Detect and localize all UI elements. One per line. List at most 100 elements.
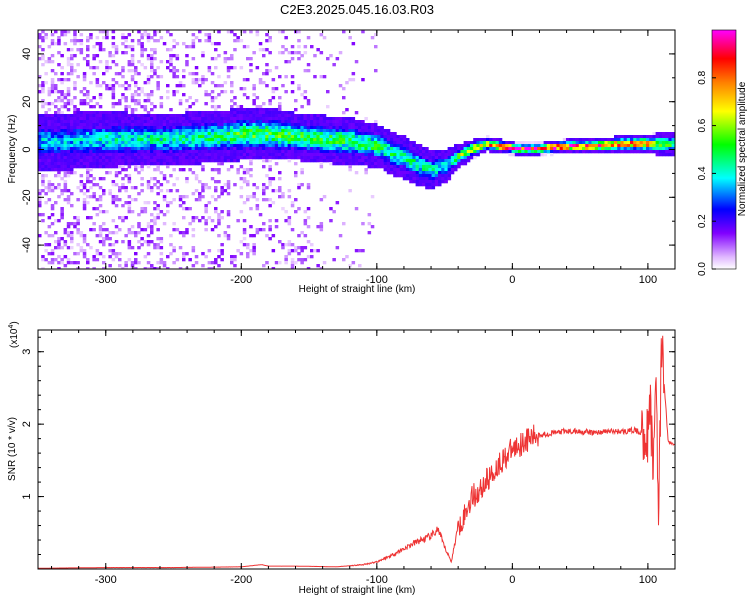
heatmap-cell <box>425 150 429 154</box>
heatmap-cell <box>306 159 311 163</box>
heatmap-cell <box>134 162 138 166</box>
heatmap-cell <box>572 141 576 145</box>
heatmap-cell <box>655 144 660 148</box>
heatmap-cell <box>57 171 61 175</box>
heatmap-cell <box>290 264 295 268</box>
heatmap-cell <box>294 249 298 253</box>
heatmap-cell <box>162 138 167 142</box>
heatmap-cell <box>598 144 602 148</box>
heatmap-cell <box>406 159 410 163</box>
heatmap-cell <box>102 192 106 196</box>
heatmap-cell <box>47 186 52 190</box>
heatmap-cell <box>354 60 359 64</box>
colorbar-label: Normalized spectral amplitude <box>737 81 748 216</box>
heatmap-cell <box>82 141 87 145</box>
heatmap-cell <box>386 168 391 172</box>
heatmap-cell <box>652 150 656 154</box>
heatmap-cell <box>310 45 314 49</box>
heatmap-cell <box>73 120 77 124</box>
heatmap-cell <box>191 81 196 85</box>
heatmap-cell <box>329 135 333 139</box>
heatmap-cell <box>226 75 231 79</box>
heatmap-cell <box>671 144 675 148</box>
heatmap-cell <box>111 129 116 133</box>
heatmap-cell <box>127 123 132 127</box>
heatmap-cell <box>265 72 269 76</box>
heatmap-cell <box>47 123 52 127</box>
heatmap-cell <box>86 171 90 175</box>
heatmap-cell <box>383 141 388 145</box>
heatmap-cell <box>47 138 52 142</box>
heatmap-cell <box>409 162 413 166</box>
heatmap-cell <box>50 87 55 91</box>
heatmap-cell <box>543 147 548 151</box>
heatmap-cell <box>316 153 320 157</box>
heatmap-cell <box>319 267 324 269</box>
heatmap-cell <box>582 147 586 151</box>
heatmap-cell <box>76 114 80 118</box>
heatmap-cell <box>252 234 256 238</box>
heatmap-cell <box>182 150 186 154</box>
heatmap-cell <box>374 135 378 139</box>
heatmap-cell <box>162 159 167 163</box>
heatmap-cell <box>242 231 247 235</box>
heatmap-cell <box>255 207 260 211</box>
heatmap-cell <box>431 168 436 172</box>
heatmap-cell <box>124 189 128 193</box>
heatmap-cell <box>57 51 61 55</box>
heatmap-cell <box>406 165 410 169</box>
heatmap-cell <box>540 147 544 151</box>
heatmap-cell <box>626 150 631 154</box>
heatmap-cell <box>130 261 135 265</box>
heatmap-cell <box>92 123 96 127</box>
heatmap-cell <box>479 141 484 145</box>
heatmap-cell <box>38 132 42 136</box>
heatmap-cell <box>642 135 647 139</box>
heatmap-cell <box>265 129 269 133</box>
heatmap-cell <box>364 135 368 139</box>
heatmap-cell <box>258 114 263 118</box>
heatmap-cell <box>156 192 160 196</box>
heatmap-cell <box>470 153 474 157</box>
heatmap-cell <box>322 129 327 133</box>
heatmap-cell <box>118 123 122 127</box>
heatmap-cell <box>95 126 100 130</box>
heatmap-cell <box>172 162 176 166</box>
heatmap-cell <box>182 153 186 157</box>
heatmap-cell <box>38 165 42 169</box>
heatmap-cell <box>162 135 167 139</box>
heatmap-cell <box>495 141 500 145</box>
heatmap-cell <box>351 135 356 139</box>
heatmap-cell <box>182 252 186 256</box>
heatmap-cell <box>223 138 228 142</box>
heatmap-cell <box>402 168 407 172</box>
heatmap-cell <box>54 120 58 124</box>
heatmap-cell <box>242 144 247 148</box>
heatmap-cell <box>204 78 208 82</box>
heatmap-cell <box>287 60 292 64</box>
heatmap-cell <box>86 216 90 220</box>
heatmap-cell <box>322 135 327 139</box>
heatmap-cell <box>418 153 423 157</box>
heatmap-cell <box>300 249 304 253</box>
heatmap-cell <box>98 165 103 169</box>
heatmap-cell <box>89 129 93 133</box>
heatmap-cell <box>143 201 148 205</box>
x-tick-label: -300 <box>95 274 117 286</box>
heatmap-cell <box>159 162 164 166</box>
heatmap-cell <box>345 138 349 142</box>
heatmap-cell <box>82 117 87 121</box>
heatmap-cell <box>191 234 196 238</box>
heatmap-cell <box>668 141 672 145</box>
heatmap-cell <box>556 147 560 151</box>
heatmap-cell <box>444 162 448 166</box>
heatmap-cell <box>402 177 407 181</box>
heatmap-cell <box>159 183 164 187</box>
heatmap-cell <box>63 264 68 268</box>
heatmap-cell <box>146 33 151 37</box>
heatmap-cell <box>306 240 311 244</box>
heatmap-cell <box>47 87 52 91</box>
heatmap-cell <box>351 126 356 130</box>
heatmap-cell <box>255 129 260 133</box>
heatmap-cell <box>214 129 218 133</box>
